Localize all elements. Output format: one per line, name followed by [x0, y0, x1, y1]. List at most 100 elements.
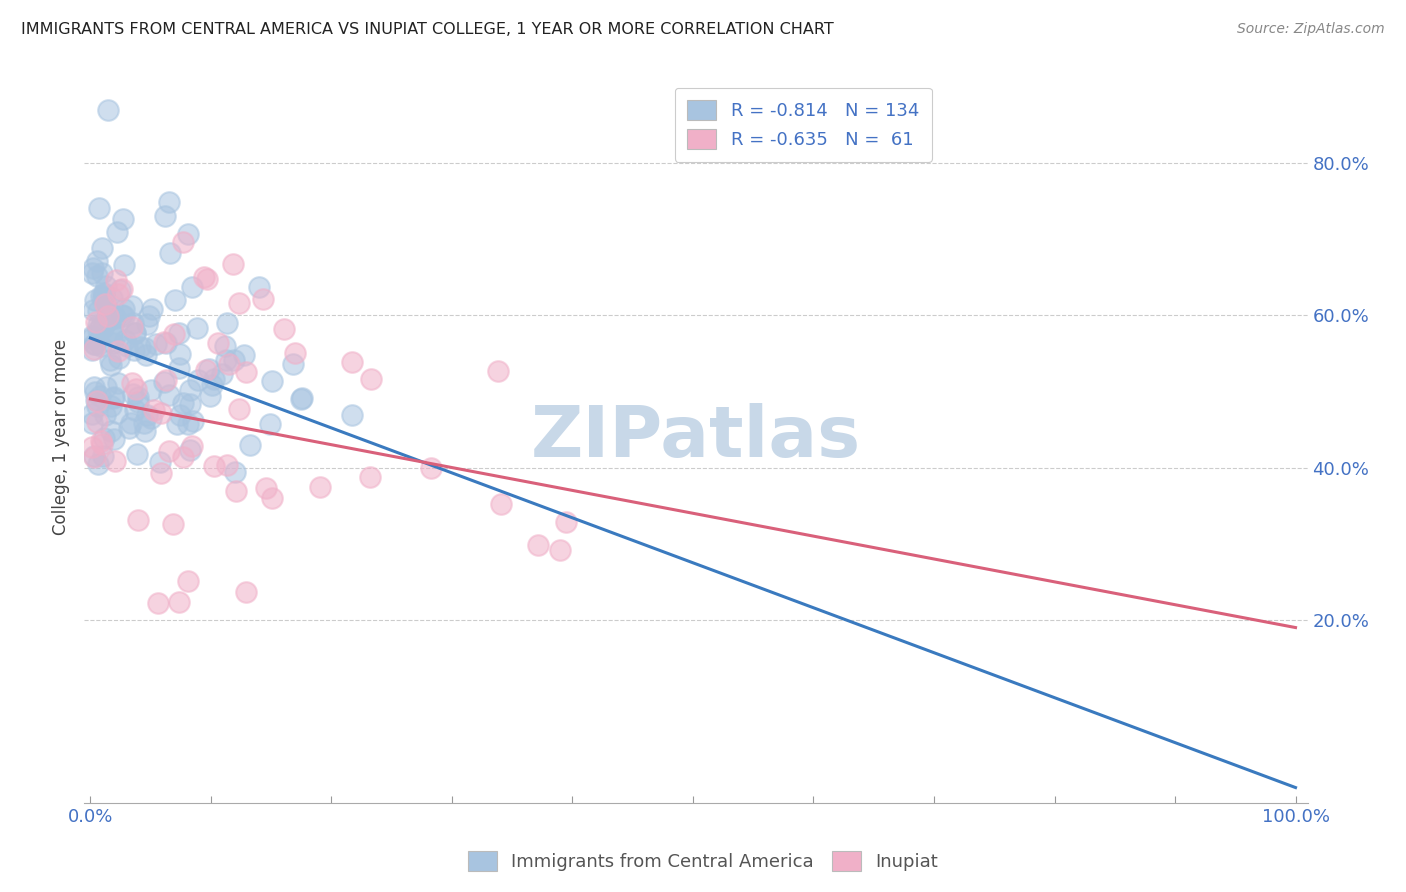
Point	[103, 432, 125, 446]
Point	[97, 309, 120, 323]
Point	[82, 261, 104, 276]
Point	[200, 377, 222, 392]
Point	[172, 396, 194, 410]
Point	[207, 336, 229, 351]
Point	[180, 439, 202, 453]
Point	[91, 266, 114, 280]
Point	[249, 280, 271, 294]
Point	[89, 201, 111, 215]
Point	[91, 450, 114, 464]
Point	[166, 417, 188, 431]
Legend: Immigrants from Central America, Inupiat: Immigrants from Central America, Inupiat	[461, 844, 945, 879]
Point	[124, 326, 146, 340]
Text: IMMIGRANTS FROM CENTRAL AMERICA VS INUPIAT COLLEGE, 1 YEAR OR MORE CORRELATION C: IMMIGRANTS FROM CENTRAL AMERICA VS INUPI…	[21, 22, 834, 37]
Point	[83, 380, 105, 394]
Point	[103, 390, 125, 404]
Point	[112, 302, 135, 317]
Point	[127, 394, 149, 409]
Point	[89, 389, 111, 403]
Point	[136, 317, 159, 331]
Point	[179, 397, 201, 411]
Point	[169, 408, 191, 422]
Point	[101, 324, 124, 338]
Point	[111, 212, 134, 227]
Point	[148, 596, 170, 610]
Point	[259, 417, 281, 432]
Point	[80, 343, 103, 358]
Point	[222, 353, 245, 368]
Point	[100, 358, 122, 372]
Point	[179, 383, 201, 397]
Point	[548, 543, 571, 558]
Point	[224, 466, 246, 480]
Point	[129, 340, 152, 354]
Point	[80, 331, 103, 345]
Point	[181, 414, 204, 428]
Point	[84, 392, 107, 407]
Point	[359, 470, 381, 484]
Point	[153, 335, 176, 350]
Text: Source: ZipAtlas.com: Source: ZipAtlas.com	[1237, 22, 1385, 37]
Point	[91, 321, 114, 335]
Point	[101, 291, 124, 305]
Point	[135, 348, 157, 362]
Point	[101, 308, 124, 322]
Point	[202, 459, 225, 474]
Point	[91, 436, 114, 450]
Point	[111, 308, 134, 322]
Point	[165, 293, 187, 308]
Point	[215, 316, 238, 330]
Point	[118, 421, 141, 435]
Point	[308, 480, 330, 494]
Point	[139, 383, 162, 397]
Point	[107, 344, 129, 359]
Point	[98, 313, 121, 327]
Point	[86, 394, 108, 409]
Y-axis label: College, 1 year or more: College, 1 year or more	[52, 339, 70, 535]
Point	[86, 269, 108, 284]
Point	[90, 319, 112, 334]
Point	[149, 455, 172, 469]
Point	[179, 443, 201, 458]
Point	[103, 335, 125, 350]
Point	[162, 516, 184, 531]
Point	[82, 416, 104, 430]
Point	[252, 292, 274, 306]
Point	[254, 482, 277, 496]
Point	[105, 273, 128, 287]
Point	[98, 353, 121, 368]
Point	[100, 399, 122, 413]
Point	[90, 241, 112, 255]
Point	[290, 392, 312, 406]
Point	[82, 440, 104, 454]
Point	[169, 347, 191, 361]
Point	[114, 333, 136, 347]
Point	[202, 372, 225, 386]
Point	[138, 310, 160, 324]
Point	[211, 367, 233, 381]
Point	[153, 209, 176, 223]
Point	[83, 450, 105, 464]
Point	[93, 431, 115, 445]
Point	[527, 538, 550, 552]
Point	[83, 337, 105, 351]
Point	[87, 304, 110, 318]
Point	[111, 282, 134, 296]
Point	[121, 319, 143, 334]
Point	[167, 595, 190, 609]
Point	[122, 316, 145, 330]
Point	[150, 466, 173, 480]
Point	[135, 408, 157, 422]
Point	[225, 483, 247, 498]
Point	[122, 386, 145, 401]
Point	[112, 310, 135, 324]
Point	[157, 444, 180, 458]
Point	[101, 326, 124, 340]
Point	[186, 320, 208, 334]
Point	[145, 337, 167, 351]
Point	[127, 447, 149, 461]
Point	[122, 343, 145, 357]
Point	[104, 311, 127, 326]
Point	[141, 301, 163, 316]
Point	[200, 389, 222, 403]
